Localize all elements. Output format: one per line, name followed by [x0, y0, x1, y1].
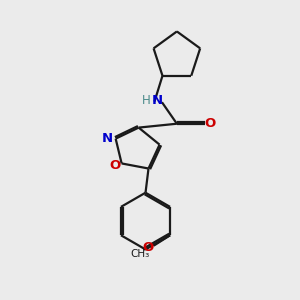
Text: N: N [102, 132, 113, 145]
Text: O: O [205, 117, 216, 130]
Text: O: O [110, 159, 121, 172]
Text: CH₃: CH₃ [130, 249, 149, 259]
Text: N: N [151, 94, 162, 107]
Text: O: O [143, 241, 154, 254]
Text: H: H [142, 94, 151, 107]
